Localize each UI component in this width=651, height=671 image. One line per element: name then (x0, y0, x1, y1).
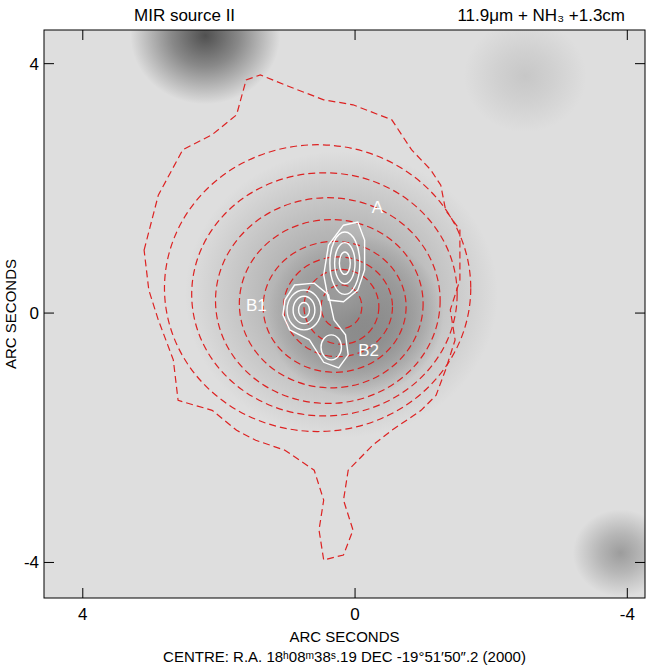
contour (283, 283, 348, 368)
caption: CENTRE: R.A. 18ʰ08ᵐ38ˢ.19 DEC -19°51′50″… (163, 648, 526, 665)
title: MIR source II (134, 6, 235, 25)
image-source (130, 30, 280, 104)
subtitle: 11.9μm + NH₃ +1.3cm (457, 6, 625, 25)
contour (335, 243, 355, 284)
image-source (573, 509, 645, 596)
y-tick-label: 0 (30, 304, 39, 323)
x-tick-label: -4 (620, 605, 635, 624)
contour (299, 302, 310, 317)
contour (216, 198, 441, 404)
contour (324, 222, 365, 302)
contour (239, 220, 423, 388)
annotation: B1 (246, 296, 267, 315)
contour (144, 75, 460, 560)
x-tick (82, 588, 83, 598)
y-tick (635, 313, 645, 314)
y-tick (44, 313, 54, 314)
contour (321, 335, 341, 360)
contour (263, 241, 406, 372)
contour (339, 252, 350, 274)
image-source (464, 30, 587, 132)
frame (44, 30, 645, 598)
contour (192, 173, 457, 416)
contour (287, 290, 321, 330)
x-axis-title: ARC SECONDS (289, 628, 399, 645)
x-tick (355, 588, 356, 598)
annotation: A (372, 198, 384, 217)
y-tick (44, 63, 54, 64)
x-tick (82, 30, 83, 40)
image-source (185, 151, 498, 438)
x-tick-label: 4 (78, 605, 87, 624)
y-tick-label: 4 (30, 55, 39, 74)
y-tick (44, 562, 54, 563)
contour (330, 232, 360, 294)
chart: A B1 B2 4 0 -4 -4 0 4 MIR source II 11.9μm + NH₃ +… (0, 0, 651, 671)
x-tick (355, 30, 356, 40)
x-tick (627, 30, 628, 40)
y-tick (635, 562, 645, 563)
contour (293, 296, 315, 323)
y-tick-label: -4 (24, 553, 39, 572)
y-axis-title: ARC SECONDS (2, 259, 19, 369)
y-tick (635, 63, 645, 64)
annotation: B2 (358, 341, 379, 360)
x-tick (627, 588, 628, 598)
contour (164, 145, 470, 432)
x-tick-label: 0 (350, 605, 359, 624)
plot-area (130, 30, 645, 597)
